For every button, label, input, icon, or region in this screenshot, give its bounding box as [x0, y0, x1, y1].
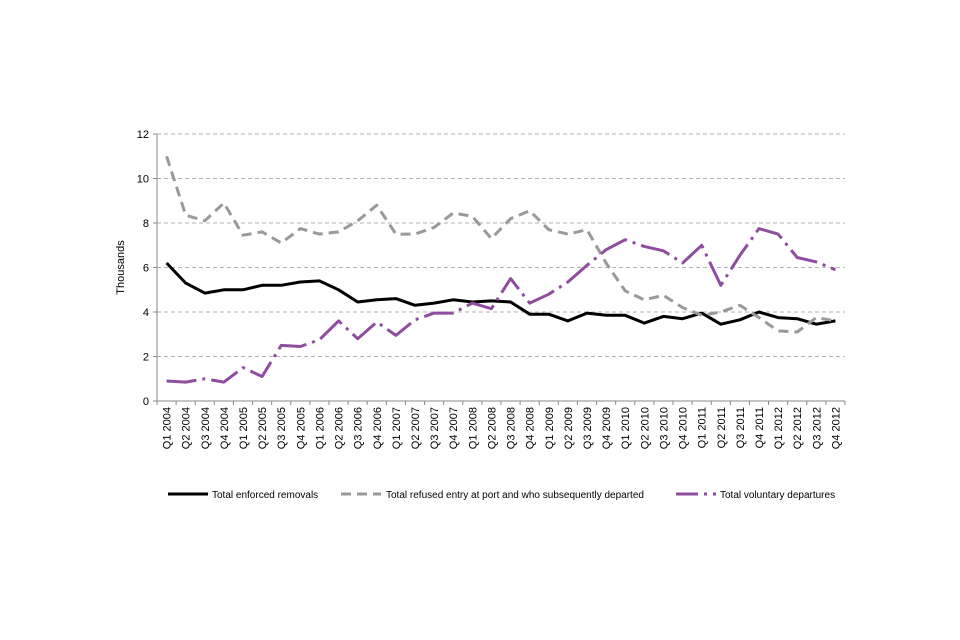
x-tick-label: Q3 2008: [506, 407, 518, 449]
x-tick-label: Q4 2006: [372, 407, 384, 449]
y-axis: 0 2 4 6 8 10 12: [137, 129, 158, 408]
x-tick-label: Q1 2010: [620, 407, 632, 449]
series-lines: [165, 155, 836, 384]
x-tick-label: Q4 2010: [678, 407, 690, 449]
x-tick-label: Q4 2012: [830, 407, 842, 449]
x-tick-label: Q2 2006: [334, 407, 346, 449]
x-tick-label: Q2 2007: [410, 407, 422, 449]
x-tick-label: Q2 2004: [181, 407, 193, 449]
y-tick-label: 2: [143, 352, 149, 364]
series-line: [165, 155, 836, 334]
x-tick-label: Q2 2009: [563, 407, 575, 449]
x-tick-label: Q4 2008: [525, 407, 537, 449]
x-tick-label: Q4 2004: [219, 407, 231, 449]
x-tick-label: Q4 2011: [754, 407, 766, 448]
series-line: [165, 261, 836, 326]
x-tick-label: Q1 2005: [238, 407, 250, 449]
x-tick-label: Q1 2007: [391, 407, 403, 449]
y-axis-label: Thousands: [115, 240, 127, 295]
x-tick-label: Q1 2009: [544, 407, 556, 449]
x-tick-label: Q1 2006: [314, 407, 326, 449]
y-tick-label: 0: [143, 396, 149, 408]
x-tick-label: Q4 2009: [601, 407, 613, 449]
x-tick-label: Q4 2007: [448, 407, 460, 449]
y-tick-label: 10: [137, 174, 149, 186]
x-axis: Q1 2004 Q2 2004 Q3 2004 Q4 2004 Q1 2005 Q2 20…: [156, 400, 846, 449]
gridlines: [157, 133, 845, 357]
x-tick-label: Q2 2010: [639, 407, 651, 449]
y-tick-label: 6: [143, 263, 149, 275]
x-tick-label: Q2 2005: [257, 407, 269, 449]
y-tick-label: 12: [137, 129, 149, 141]
legend-label: Total enforced removals: [212, 490, 318, 501]
x-tick-label: Q2 2011: [716, 407, 728, 448]
legend: Total enforced removals Total refused ent…: [168, 490, 835, 501]
x-tick-label: Q2 2008: [486, 407, 498, 449]
x-tick-label: Q1 2008: [467, 407, 479, 449]
x-tick-label: Q1 2012: [773, 407, 785, 449]
x-tick-label: Q3 2011: [735, 407, 747, 448]
x-tick-label: Q4 2005: [295, 407, 307, 449]
series-line: [166, 227, 836, 384]
x-tick-label: Q3 2012: [811, 407, 823, 449]
x-tick-label: Q1 2004: [162, 407, 174, 449]
y-tick-label: 4: [143, 307, 149, 319]
y-tick-label: 8: [143, 218, 149, 230]
x-tick-label: Q1 2011: [697, 407, 709, 448]
legend-label: Total refused entry at port and who subs…: [386, 490, 644, 501]
x-tick-label: Q3 2009: [582, 407, 594, 449]
x-tick-label: Q3 2010: [658, 407, 670, 449]
x-tick-label: Q2 2012: [792, 407, 804, 449]
x-tick-label: Q3 2005: [276, 407, 288, 449]
x-tick-label: Q3 2006: [353, 407, 365, 449]
x-tick-label: Q3 2007: [429, 407, 441, 449]
legend-label: Total voluntary departures: [720, 490, 835, 501]
x-tick-label: Q3 2004: [200, 407, 212, 449]
